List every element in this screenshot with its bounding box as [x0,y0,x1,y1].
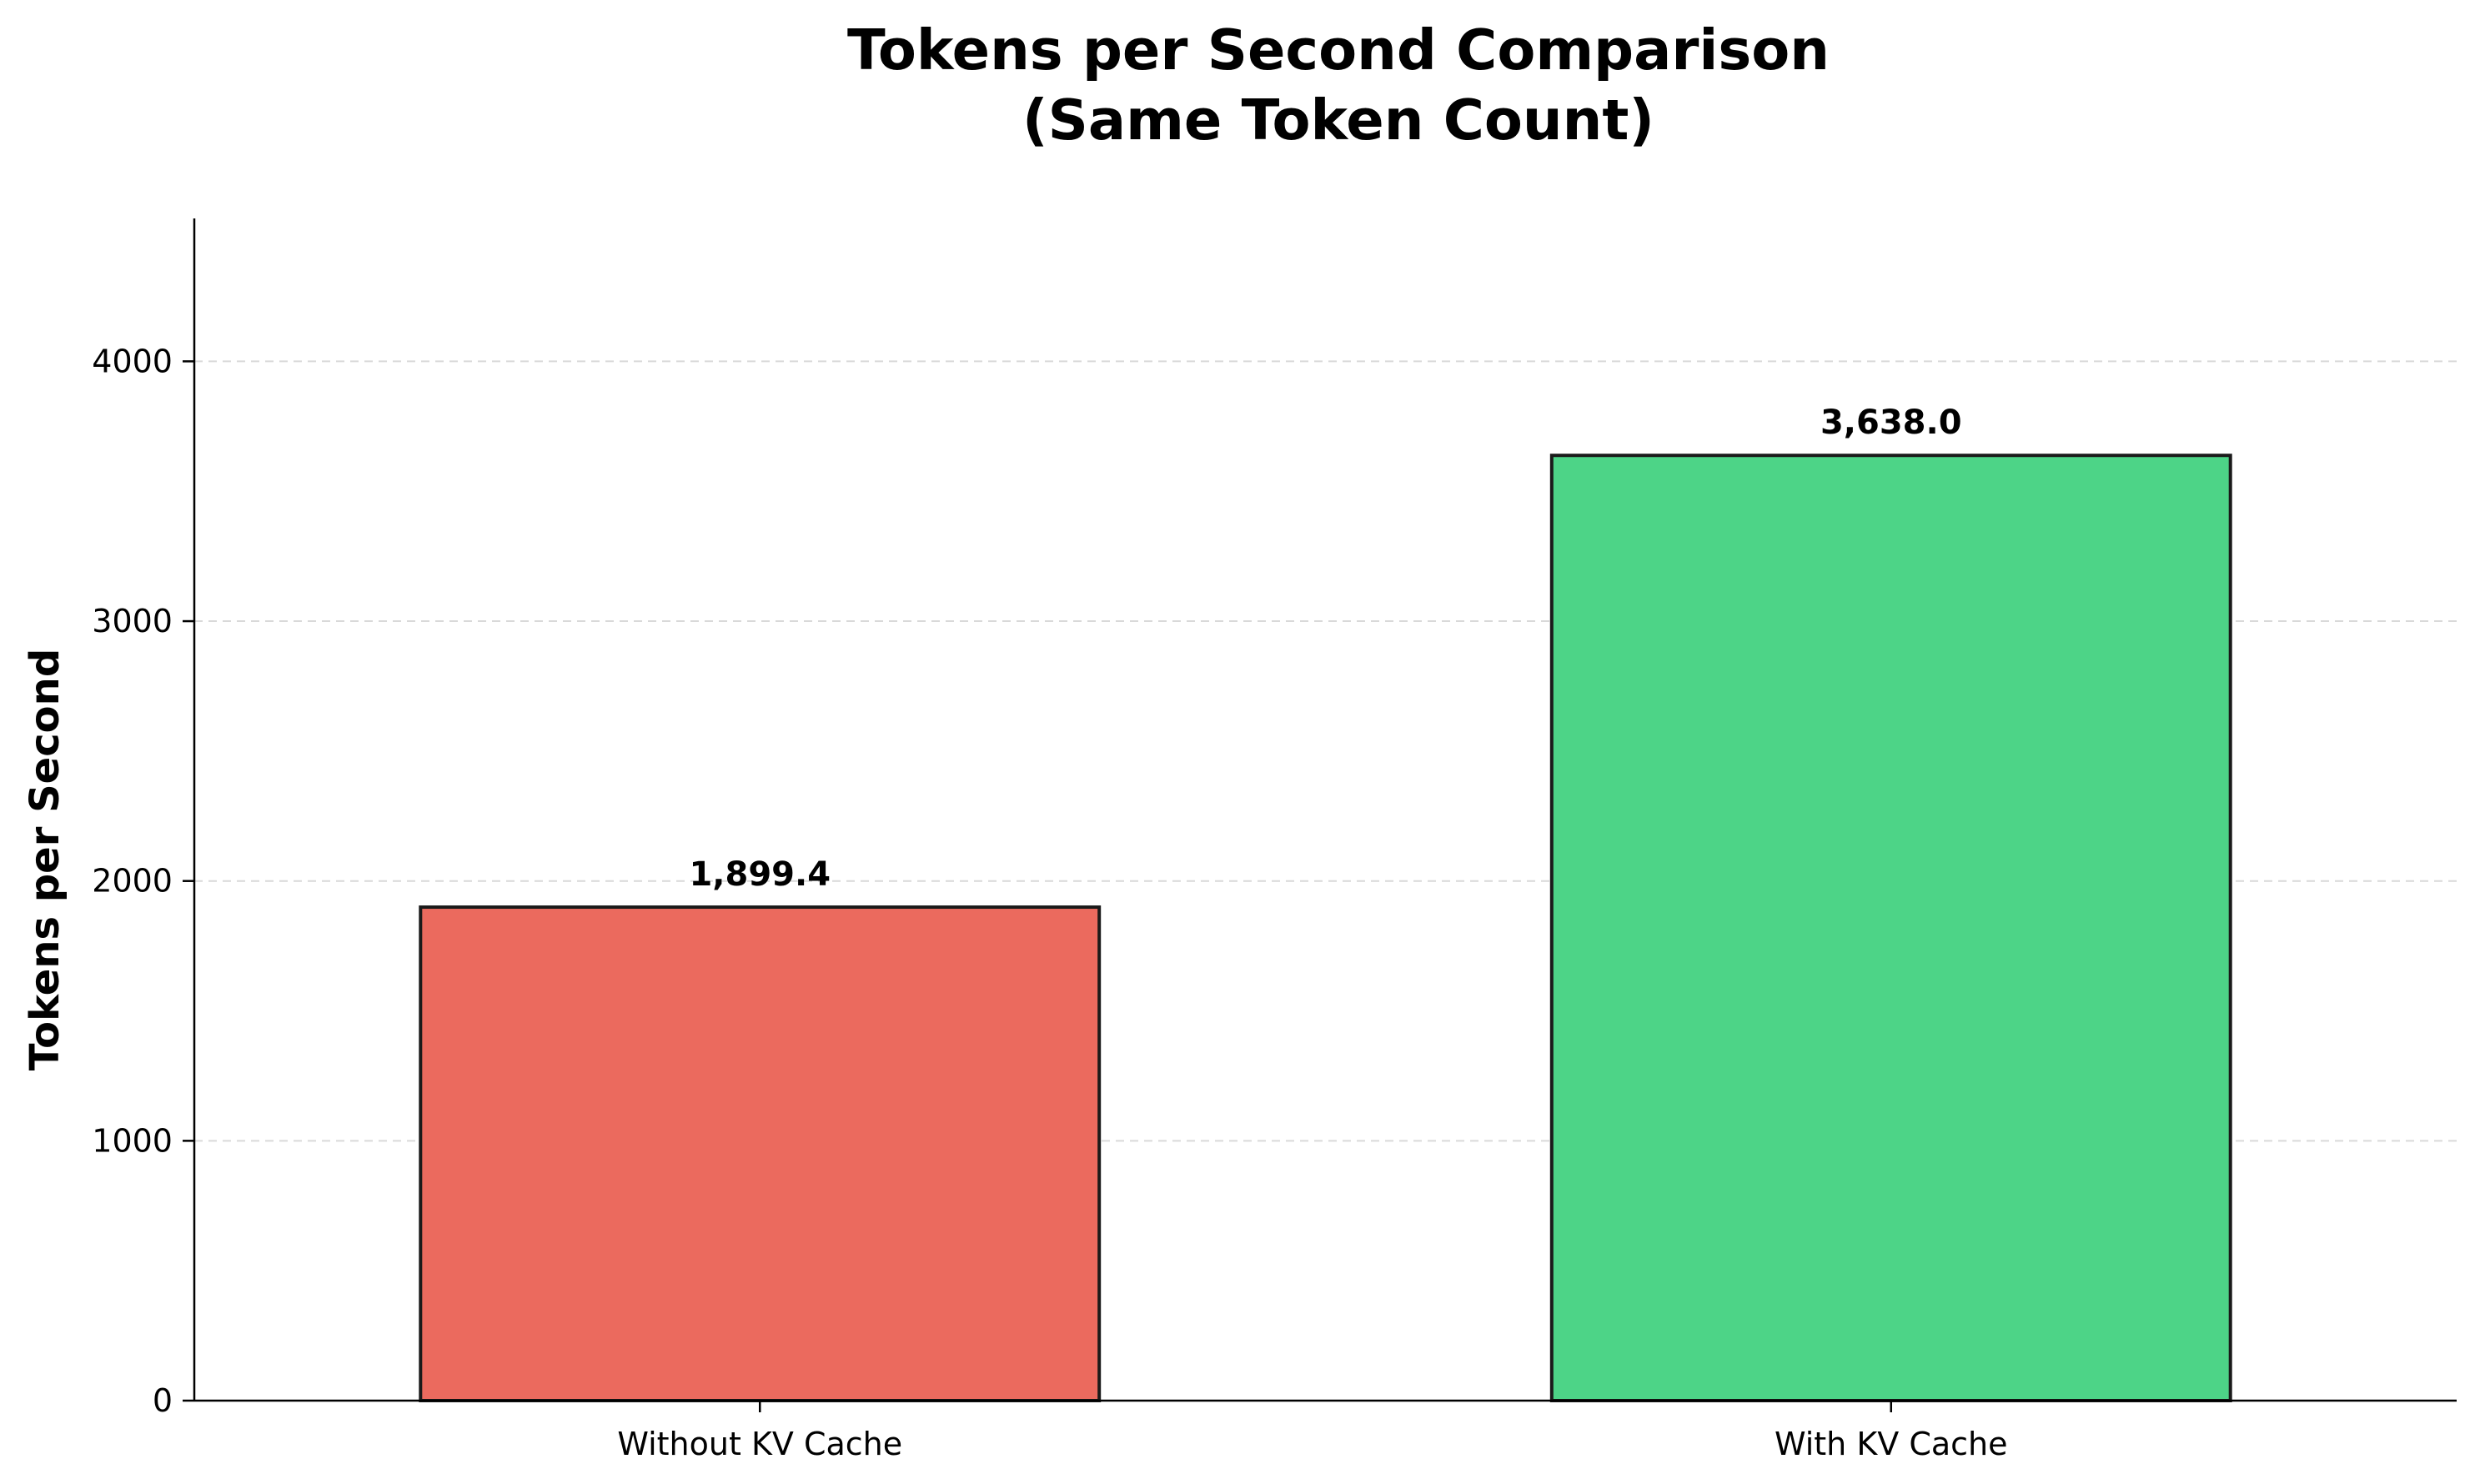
x-tick-label: With KV Cache [1775,1426,2008,1462]
y-tick-label: 4000 [92,343,173,379]
x-tick-label: Without KV Cache [617,1426,902,1462]
y-tick-label: 1000 [92,1122,173,1159]
chart-title-block: Tokens per Second Comparison (Same Token… [0,15,2475,155]
y-tick-label: 3000 [92,603,173,639]
bar-value-label: 3,638.0 [1820,404,1962,442]
bar-value-label: 1,899.4 [689,855,831,894]
bar [419,905,1102,1403]
y-tick-label: 2000 [92,863,173,900]
chart-subtitle: (Same Token Count) [1022,88,1654,153]
y-tick-label: 0 [153,1382,173,1419]
bar [1549,454,2232,1402]
chart-title: Tokens per Second Comparison [847,18,1830,83]
y-axis-label: Tokens per Second [22,649,68,1070]
